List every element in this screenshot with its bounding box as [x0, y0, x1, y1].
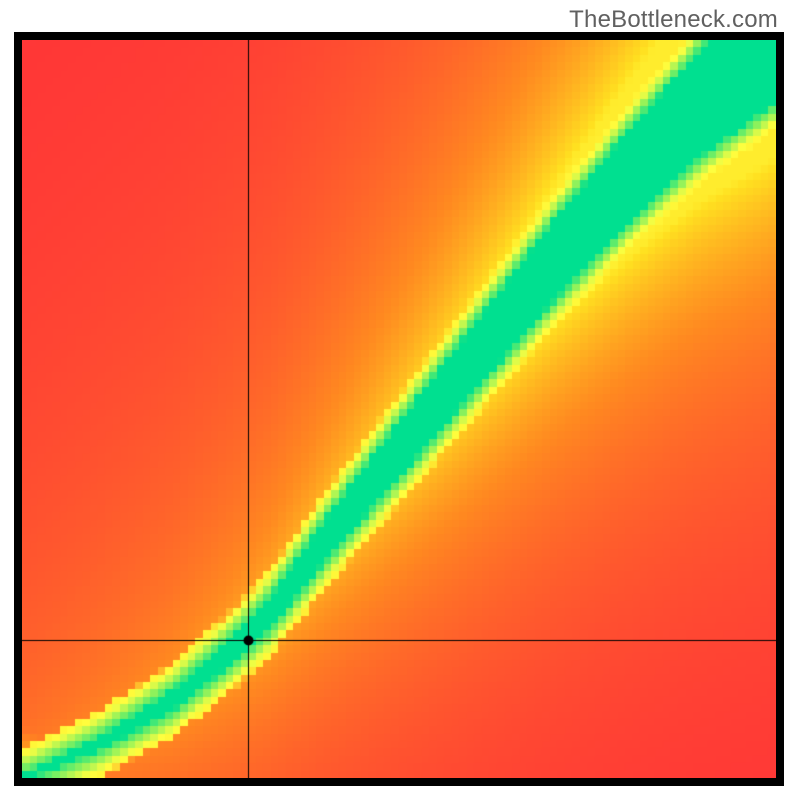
bottleneck-heatmap [22, 40, 776, 778]
watermark-text: TheBottleneck.com [569, 6, 778, 34]
chart-frame [14, 32, 784, 786]
